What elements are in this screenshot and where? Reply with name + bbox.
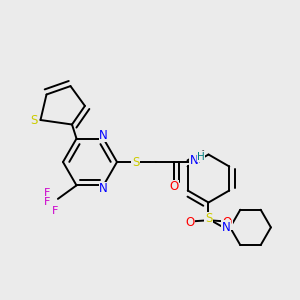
Text: S: S <box>132 155 139 169</box>
Text: N: N <box>99 128 108 142</box>
Text: N: N <box>99 182 108 196</box>
Text: F: F <box>44 188 51 199</box>
Text: N: N <box>190 154 199 167</box>
Text: O: O <box>185 216 194 230</box>
Text: S: S <box>30 113 38 127</box>
Text: O: O <box>223 216 232 230</box>
Text: S: S <box>205 212 212 226</box>
Text: H: H <box>197 152 205 162</box>
Text: F: F <box>52 206 58 216</box>
Text: F: F <box>44 197 51 207</box>
Text: O: O <box>169 180 178 194</box>
Text: N: N <box>221 221 230 234</box>
